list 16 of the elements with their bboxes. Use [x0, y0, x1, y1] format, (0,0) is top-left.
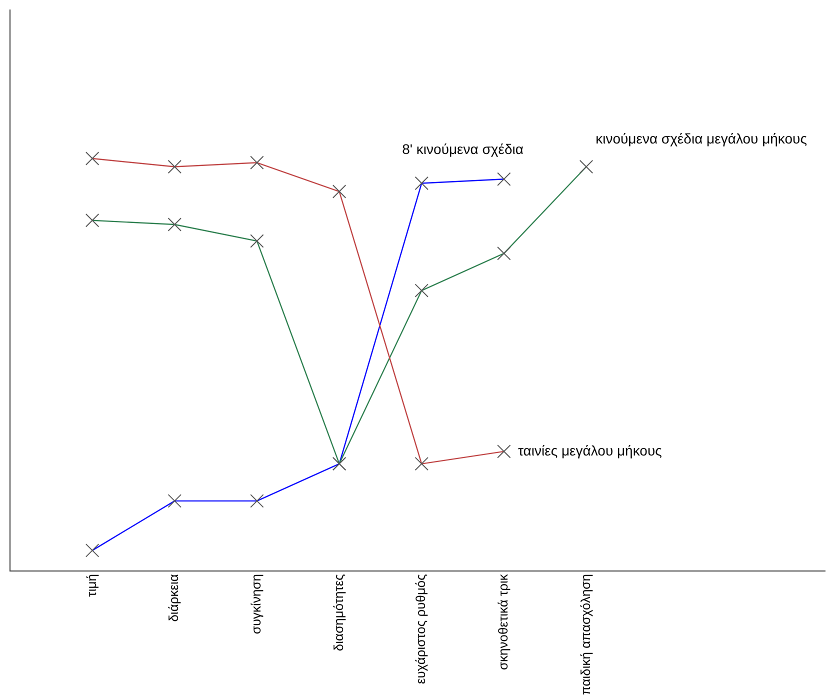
point: [497, 246, 511, 260]
x-tick-label: σκηνοθετικά τρικ: [496, 574, 511, 670]
series-label: ταινίες μεγάλου μήκους: [518, 442, 662, 458]
point: [85, 214, 100, 228]
x-tick-label: διάρκεια: [166, 574, 182, 622]
point: [250, 234, 264, 248]
x-tick-label: συγκίνηση: [248, 574, 264, 634]
x-tick-label: ευχάριστος ρυθμός: [413, 574, 428, 684]
x-tick-label: παιδική απασχόληση: [578, 574, 593, 695]
x-tick-label: τιμή: [84, 574, 99, 597]
point: [579, 160, 594, 174]
point: [414, 284, 428, 298]
x-tick-label: διασημότητες: [330, 574, 346, 652]
series-label: κινούμενα σχέδια μεγάλου μήκους: [596, 130, 808, 147]
point: [168, 218, 182, 232]
series-label: 8' κινούμενα σχέδια: [402, 141, 524, 158]
